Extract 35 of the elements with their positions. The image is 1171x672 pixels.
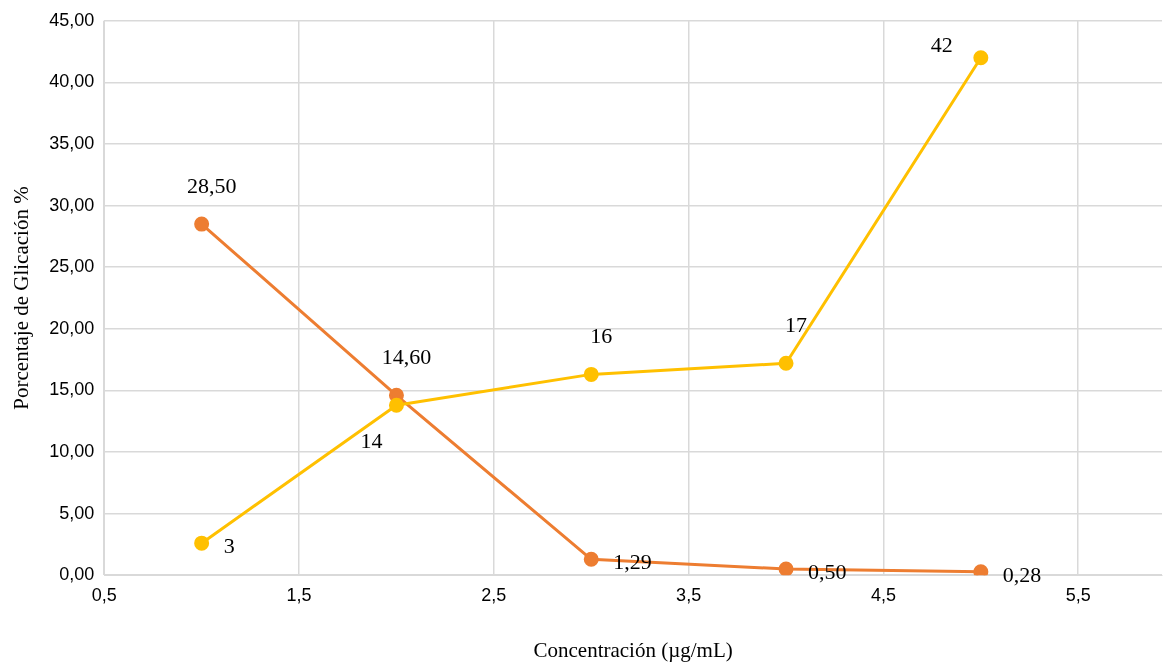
x-tick-label: 0,5: [91, 584, 117, 605]
point: [194, 535, 210, 551]
data-label: 3: [223, 532, 235, 558]
point: [778, 355, 794, 371]
data-label: 28,50: [186, 172, 237, 198]
data-label: 16: [590, 323, 613, 349]
data-label: 14: [360, 427, 383, 453]
point: [778, 561, 794, 576]
y-tick-label: 0,00: [59, 564, 95, 585]
point: [388, 397, 404, 413]
y-tick-label: 45,00: [49, 9, 95, 30]
point: [973, 564, 989, 576]
point: [973, 50, 989, 66]
point: [583, 366, 599, 382]
x-tick-label: 4,5: [870, 584, 896, 605]
y-tick-label: 25,00: [49, 256, 95, 277]
x-tick-label: 3,5: [676, 584, 702, 605]
point: [583, 551, 599, 567]
y-tick-label: 15,00: [49, 379, 95, 400]
y-tick-label: 10,00: [49, 440, 95, 461]
y-tick-label: 40,00: [49, 71, 95, 92]
y-tick-label: 20,00: [49, 317, 95, 338]
data-label: 0,28: [1002, 561, 1042, 587]
y-axis-title: Porcentaje de Glicación %: [9, 186, 34, 410]
data-label: 17: [785, 312, 808, 338]
data-label: 42: [930, 31, 953, 57]
data-label: 14,60: [381, 344, 432, 370]
point: [194, 216, 210, 232]
y-tick-label: 30,00: [49, 194, 95, 215]
x-tick-label: 1,5: [286, 584, 312, 605]
y-tick-label: 5,00: [59, 502, 95, 523]
x-tick-label: 5,5: [1065, 584, 1091, 605]
x-tick-label: 2,5: [481, 584, 507, 605]
y-tick-label: 35,00: [49, 132, 95, 153]
x-axis-title: Concentración (µg/mL): [533, 637, 733, 662]
